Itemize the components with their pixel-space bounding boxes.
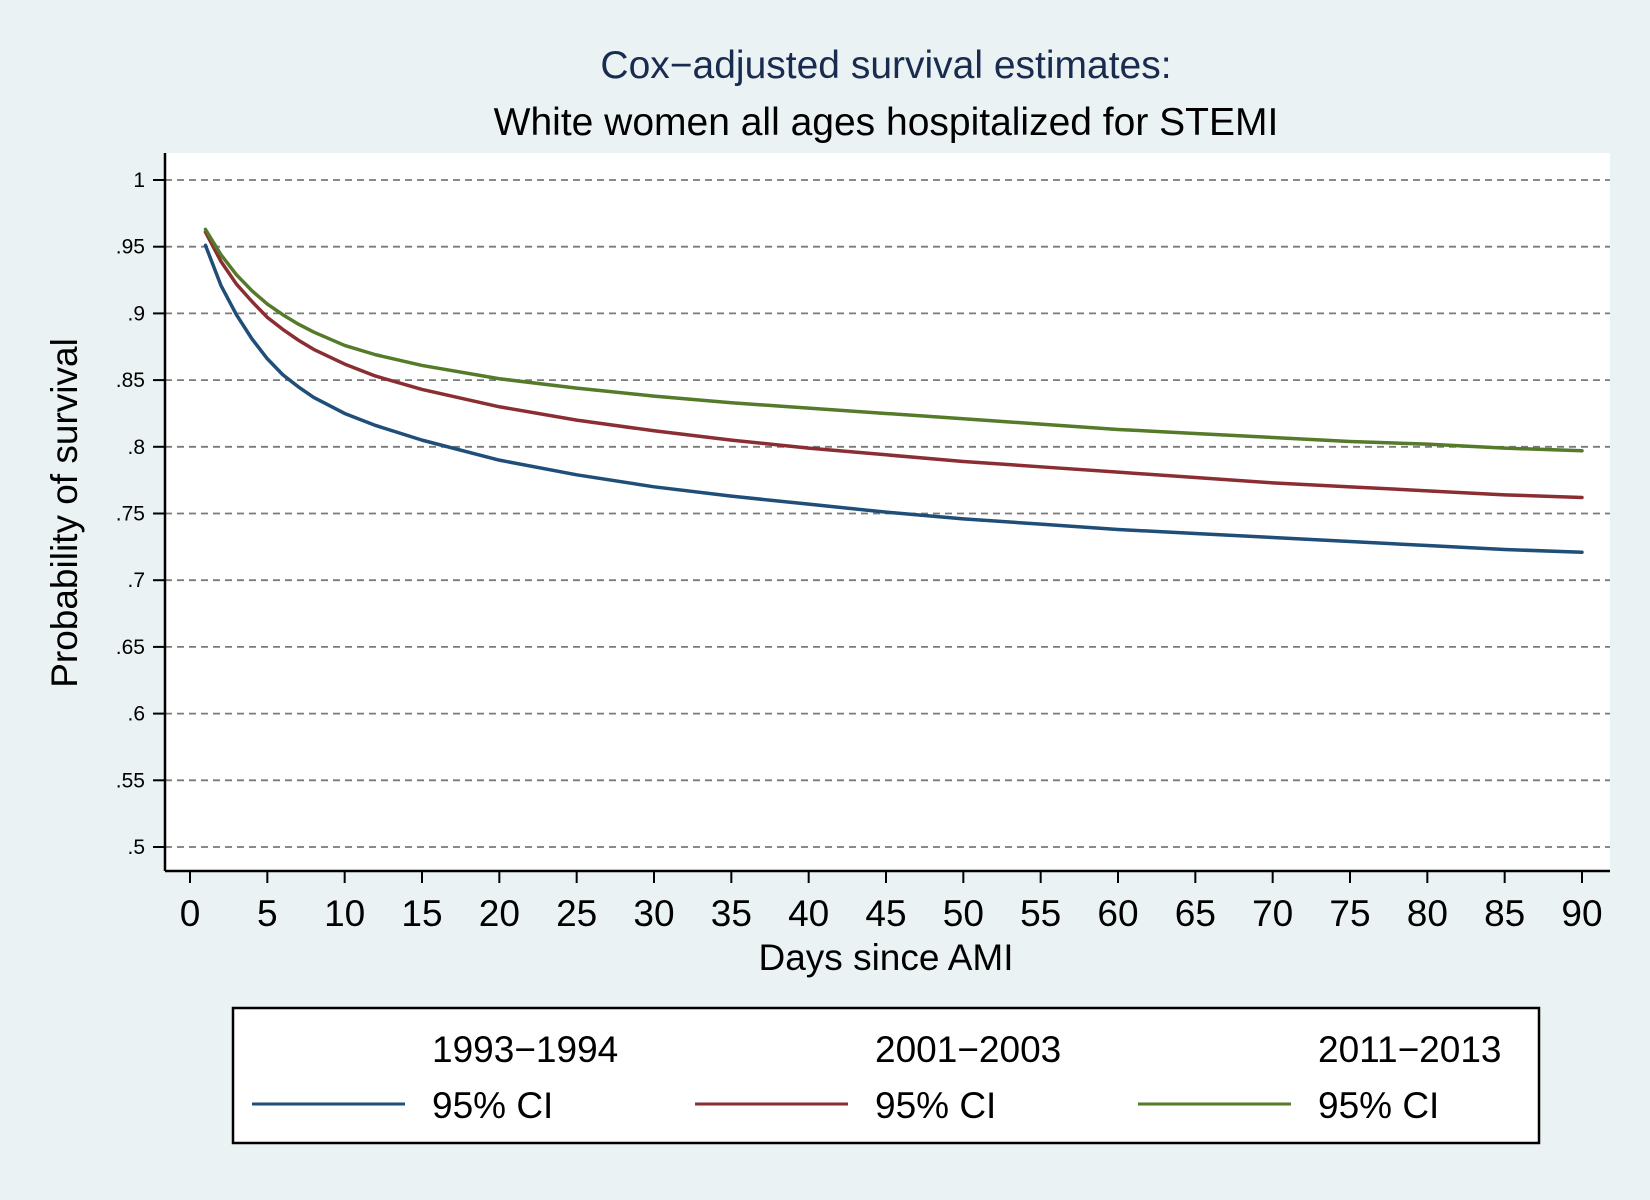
x-tick-label-5: 5 — [257, 893, 278, 934]
chart-title: Cox−adjusted survival estimates: — [600, 44, 1171, 87]
legend-entry-2001-2003-name: 2001−2003 — [875, 1029, 1061, 1070]
legend-entry-1993-1994-ci: 95% CI — [432, 1085, 553, 1126]
x-tick-label-85: 85 — [1484, 893, 1525, 934]
x-tick-label-90: 90 — [1561, 893, 1602, 934]
x-tick-label-80: 80 — [1407, 893, 1448, 934]
y-tick-label-9: .9 — [127, 302, 145, 325]
y-tick-label-1: 1 — [133, 169, 145, 192]
x-tick-label-30: 30 — [633, 893, 674, 934]
x-tick-label-45: 45 — [865, 893, 906, 934]
x-tick-label-65: 65 — [1175, 893, 1216, 934]
y-axis-title: Probability of survival — [44, 338, 85, 688]
axes-layer — [163, 153, 1610, 873]
y-tick-label-5: .5 — [127, 836, 145, 859]
legend-entry-2011-2013-name: 2011−2013 — [1318, 1029, 1501, 1070]
x-ticks-layer: 0 5 10 15 20 25 30 35 40 45 50 55 60 65 70 75 80 85 90 — [180, 871, 1603, 934]
grid-layer — [165, 179, 1610, 848]
y-ticks-layer: .5 .55 .6 .65 .7 .75 .8 .85 .9 .95 1 — [116, 169, 165, 859]
y-tick-label-85: .85 — [116, 369, 145, 392]
legend-entry-2001-2003-ci: 95% CI — [875, 1085, 996, 1126]
series-layer — [203, 227, 1584, 554]
series-line-1993-1994 — [203, 243, 1584, 554]
y-tick-label-75: .75 — [116, 503, 145, 526]
x-tick-label-40: 40 — [788, 893, 829, 934]
x-tick-label-35: 35 — [711, 893, 752, 934]
y-tick-label-65: .65 — [116, 636, 145, 659]
x-tick-label-10: 10 — [324, 893, 365, 934]
y-tick-label-8: .8 — [127, 436, 145, 459]
y-tick-label-6: .6 — [127, 703, 145, 726]
x-tick-label-70: 70 — [1252, 893, 1293, 934]
chart-subtitle: White women all ages hospitalized for ST… — [494, 101, 1279, 144]
legend-entry-1993-1994-name: 1993−1994 — [432, 1029, 618, 1070]
x-tick-label-75: 75 — [1329, 893, 1370, 934]
y-tick-label-95: .95 — [116, 236, 145, 259]
series-line-2001-2003 — [203, 230, 1584, 500]
x-tick-label-15: 15 — [401, 893, 442, 934]
x-tick-label-50: 50 — [943, 893, 984, 934]
x-tick-label-55: 55 — [1020, 893, 1061, 934]
y-tick-label-55: .55 — [116, 769, 145, 792]
x-axis-title: Days since AMI — [759, 937, 1014, 978]
x-tick-label-60: 60 — [1097, 893, 1138, 934]
series-line-2011-2013 — [203, 227, 1584, 453]
x-tick-label-0: 0 — [180, 893, 201, 934]
y-tick-label-7: .7 — [127, 569, 145, 592]
legend: 1993−1994 95% CI 2001−2003 95% CI 2011−2… — [231, 1006, 1541, 1145]
legend-box — [231, 1006, 1541, 1145]
legend-entry-2011-2013-ci: 95% CI — [1318, 1085, 1439, 1126]
x-tick-label-25: 25 — [556, 893, 597, 934]
x-tick-label-20: 20 — [479, 893, 520, 934]
